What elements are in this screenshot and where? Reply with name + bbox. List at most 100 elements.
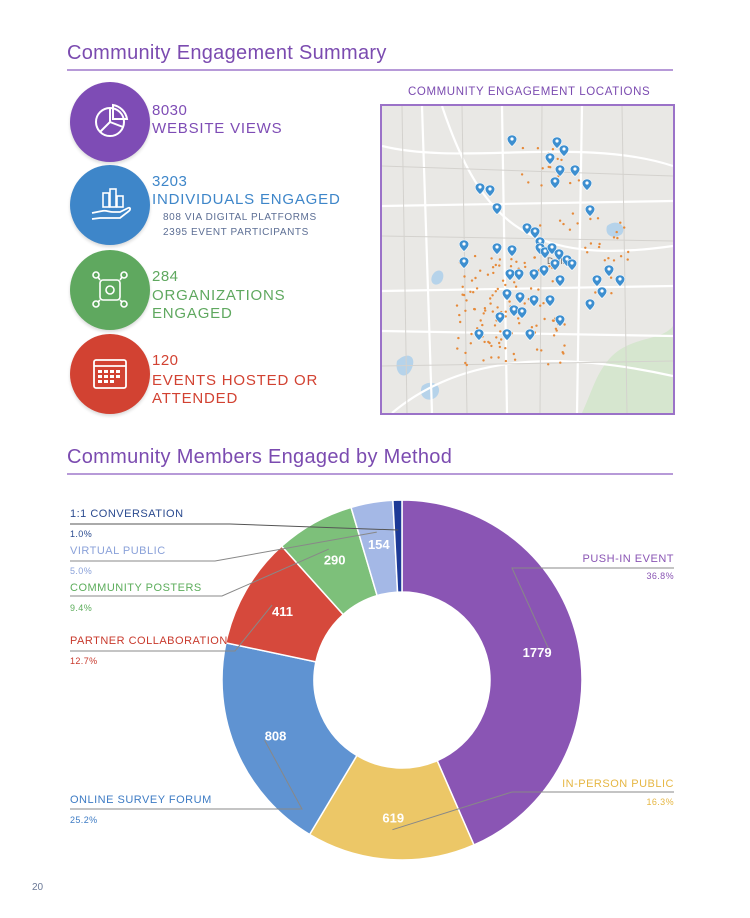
location-pin-icon	[513, 268, 525, 281]
engagement-dot	[513, 358, 517, 361]
engagement-dot	[494, 263, 497, 267]
engagement-dot	[479, 319, 482, 322]
legend-percent-in-person-public: 16.3%	[646, 797, 674, 807]
engagement-dot	[568, 228, 572, 231]
leader-line	[70, 548, 330, 597]
legend-percent-virtual-public: 5.0%	[70, 566, 93, 576]
engagement-dot	[494, 290, 497, 293]
engagement-dot	[461, 293, 464, 296]
individuals-engaged-label: INDIVIDUALS ENGAGED	[152, 191, 341, 208]
engagement-dot	[543, 317, 546, 321]
events-hosted-badge	[70, 334, 150, 414]
donut-slice-in-person-public	[308, 754, 475, 861]
engagement-dot	[626, 258, 629, 261]
engagement-dot	[615, 230, 618, 234]
engagement-dot	[456, 347, 459, 350]
donut-value-label: 290	[324, 553, 346, 568]
engagement-dot	[541, 167, 544, 170]
location-pin-icon	[473, 328, 485, 341]
engagement-dot	[610, 292, 613, 295]
engagement-dot	[533, 256, 536, 259]
summary-title-rule	[67, 69, 673, 71]
legend-percent-conversation: 1.0%	[70, 529, 93, 539]
location-pin-icon	[554, 314, 566, 327]
legend-label-in-person-public: IN-PERSON PUBLIC	[562, 778, 674, 790]
engagement-dot	[576, 222, 579, 225]
engagement-dot	[504, 315, 507, 318]
leader-line	[511, 567, 674, 650]
events-hosted-number: 120	[152, 352, 179, 369]
engagement-dot	[577, 179, 581, 182]
engagement-dot	[609, 276, 613, 279]
engagement-dot	[551, 148, 555, 151]
engagement-dot	[539, 224, 542, 227]
legend-label-partner-collaboration: PARTNER COLLABORATION	[70, 635, 228, 647]
engagement-dot	[489, 302, 492, 305]
leader-line	[70, 523, 399, 531]
location-pin-icon	[491, 202, 503, 215]
engagement-dot	[469, 290, 472, 293]
location-pin-icon	[458, 239, 470, 252]
engagement-dot	[542, 302, 545, 305]
engagement-dot	[499, 330, 502, 333]
engagement-dot	[504, 310, 507, 313]
location-pin-icon	[506, 134, 518, 147]
engagement-dot	[488, 341, 491, 345]
engagement-dot	[470, 332, 473, 336]
engagement-dot	[496, 306, 499, 309]
engagement-dot	[619, 221, 622, 224]
engagement-dot	[556, 157, 559, 161]
event-participants-note: 2395 EVENT PARTICIPANTS	[163, 227, 309, 238]
pie-chart-icon	[95, 103, 129, 137]
location-pin-icon	[508, 304, 520, 317]
location-pin-icon	[516, 306, 528, 319]
engagement-dot	[560, 158, 563, 162]
legend-label-push-in-event: PUSH-IN EVENT	[582, 553, 674, 565]
location-pin-icon	[514, 291, 526, 304]
engagement-dot	[490, 356, 493, 359]
engagement-dot	[498, 345, 502, 349]
donut-slice-1-1-conversation	[392, 499, 403, 593]
chart-title: Community Members Engaged by Method	[67, 446, 453, 468]
location-pin-icon	[614, 274, 626, 287]
engagement-dot	[498, 258, 502, 261]
engagement-dot	[539, 304, 542, 307]
engagement-dot	[482, 312, 485, 315]
location-pin-icon	[474, 182, 486, 195]
engagement-dot	[481, 323, 484, 327]
engagement-dot	[498, 264, 501, 267]
engagement-dot	[457, 336, 460, 340]
engagement-dot	[504, 283, 507, 287]
location-pin-icon	[603, 264, 615, 277]
location-pin-icon	[538, 264, 550, 277]
engagement-dot	[474, 276, 477, 280]
engagement-dot	[563, 323, 566, 326]
engagement-dot	[498, 341, 501, 345]
location-pin-icon	[569, 164, 581, 177]
engagement-dot	[594, 291, 597, 294]
website-views-number: 8030	[152, 102, 188, 119]
engagement-dot	[518, 322, 521, 325]
engagement-dot	[584, 246, 587, 249]
organizations-engaged-label: ORGANIZATIONS ENGAGED	[152, 287, 286, 322]
location-pin-icon	[544, 294, 556, 307]
location-pin-icon	[524, 328, 536, 341]
website-views-label: WEBSITE VIEWS	[152, 120, 283, 137]
engagement-dot	[563, 344, 566, 347]
legend-percent-push-in-event: 36.8%	[646, 571, 674, 581]
engagement-dot	[616, 236, 619, 240]
engagement-dot	[473, 307, 476, 311]
location-pin-icon	[494, 311, 506, 324]
location-pin-icon	[544, 152, 556, 165]
engagement-dot	[529, 287, 533, 290]
donut-value-label: 1779	[523, 645, 552, 660]
engagement-dot	[535, 348, 539, 351]
engagement-dot	[520, 173, 524, 176]
engagement-dot	[540, 184, 543, 187]
engagement-dot	[491, 310, 494, 313]
engagement-dot	[547, 363, 550, 366]
engagement-dot	[596, 217, 600, 220]
engagement-dot	[627, 250, 630, 254]
location-pin-icon	[501, 288, 513, 301]
engagement-dot	[469, 342, 472, 345]
